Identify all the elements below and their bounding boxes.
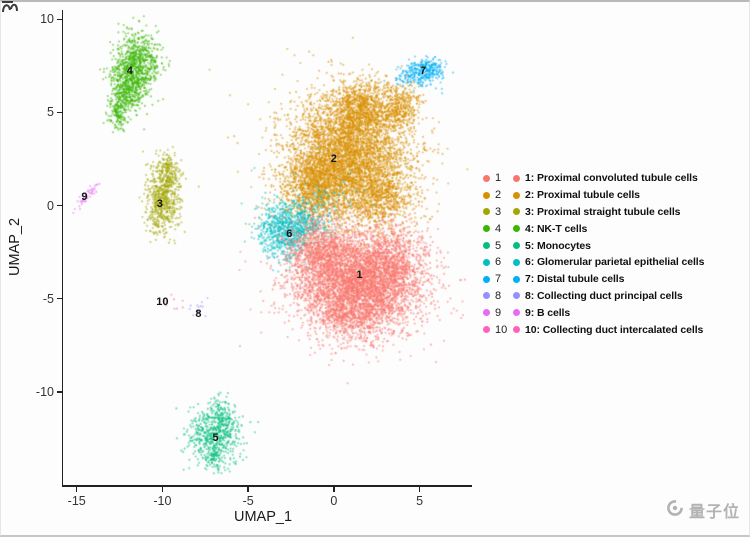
- legend: 1 1: Proximal convoluted tubule cells 2 2: …: [483, 170, 704, 338]
- legend-cluster-number: 2: [495, 189, 502, 202]
- legend-row-6: 6 6: Glomerular parietal epithelial cells: [483, 254, 704, 271]
- legend-cluster-number: 10: [495, 323, 508, 336]
- corner-artifact: [1, 0, 21, 18]
- x-tick-label: -15: [67, 494, 86, 508]
- legend-cluster-dot: [483, 292, 490, 300]
- legend-cluster-dot: [483, 242, 490, 250]
- y-tick-mark: [56, 111, 62, 114]
- legend-row-5: 5 5: Monocytes: [483, 237, 704, 254]
- legend-label-dot: [513, 292, 520, 300]
- legend-cluster-dot: [483, 191, 490, 199]
- legend-cluster-dot: [483, 275, 490, 283]
- legend-label-dot: [513, 242, 520, 250]
- legend-cluster-dot: [483, 174, 490, 182]
- legend-row-7: 7 7: Distal tubule cells: [483, 271, 704, 288]
- legend-row-4: 4 4: NK-T cells: [483, 220, 704, 237]
- x-tick-mark: [247, 486, 249, 492]
- legend-label-dot: [513, 309, 520, 317]
- legend-entry-label: 6: Glomerular parietal epithelial cells: [525, 256, 705, 269]
- x-tick-label: -10: [153, 494, 172, 508]
- x-axis-line: [61, 485, 472, 487]
- watermark-text: 量子位: [688, 504, 740, 521]
- cluster-label-1: 1: [356, 269, 363, 282]
- legend-label-dot: [513, 258, 520, 266]
- legend-cluster-dot: [483, 309, 490, 317]
- legend-row-10: 10 10: Collecting duct intercalated cells: [483, 321, 704, 338]
- legend-cluster-number: 7: [495, 273, 502, 286]
- y-tick-label: 5: [47, 105, 54, 120]
- y-tick-mark: [56, 391, 62, 393]
- x-tick-mark: [161, 486, 164, 492]
- legend-label-dot: [513, 225, 520, 233]
- watermark: 量子位: [666, 498, 740, 522]
- legend-cluster-number: 6: [495, 256, 502, 269]
- legend-cluster-dot: [483, 326, 490, 334]
- legend-entry-label: 5: Monocytes: [525, 239, 591, 252]
- legend-row-2: 2 2: Proximal tubule cells: [483, 187, 704, 204]
- legend-entry-label: 1: Proximal convoluted tubule cells: [525, 172, 698, 185]
- y-tick-label: -10: [35, 384, 54, 399]
- legend-label-dot: [513, 275, 520, 283]
- legend-row-3: 3 3: Proximal straight tubule cells: [483, 204, 704, 221]
- y-axis-title: UMAP_2: [7, 217, 23, 277]
- y-tick-mark: [56, 204, 62, 207]
- x-tick-label: -5: [242, 494, 254, 508]
- legend-cluster-number: 4: [495, 222, 502, 235]
- x-tick-mark: [75, 486, 78, 492]
- legend-entry-label: 4: NK-T cells: [525, 222, 588, 235]
- y-tick-mark: [56, 297, 62, 300]
- legend-cluster-dot: [483, 208, 490, 216]
- legend-row-1: 1 1: Proximal convoluted tubule cells: [483, 170, 704, 187]
- legend-entry-label: 2: Proximal tubule cells: [525, 189, 640, 202]
- y-tick-label: 10: [40, 12, 54, 27]
- x-tick-mark: [333, 486, 335, 492]
- legend-cluster-dot: [483, 225, 490, 233]
- legend-label-dot: [513, 326, 520, 334]
- legend-cluster-number: 9: [495, 306, 502, 319]
- x-tick-mark: [418, 486, 421, 492]
- legend-cluster-number: 8: [495, 289, 502, 302]
- x-tick-label: 0: [330, 494, 338, 508]
- legend-entry-label: 8: Collecting duct principal cells: [525, 289, 683, 302]
- y-tick-label: 0: [47, 198, 54, 213]
- cluster-label-7: 7: [419, 65, 427, 78]
- cluster-label-8: 8: [195, 307, 202, 320]
- x-axis-title: UMAP_1: [233, 509, 293, 525]
- legend-cluster-number: 3: [495, 205, 502, 218]
- y-axis-line: [61, 10, 63, 486]
- cluster-label-9: 9: [81, 191, 88, 204]
- y-tick-mark: [56, 18, 62, 21]
- cluster-label-2: 2: [330, 153, 337, 166]
- legend-cluster-dot: [483, 258, 490, 266]
- legend-entry-label: 7: Distal tubule cells: [525, 273, 625, 286]
- legend-label-dot: [513, 191, 520, 199]
- x-tick-label: 5: [416, 494, 424, 508]
- y-tick-label: -5: [42, 291, 54, 306]
- watermark-logo-icon: [666, 499, 684, 522]
- legend-cluster-number: 5: [495, 239, 502, 252]
- legend-row-8: 8 8: Collecting duct principal cells: [483, 288, 704, 305]
- legend-label-dot: [513, 174, 520, 182]
- cluster-label-5: 5: [212, 432, 219, 445]
- legend-entry-label: 3: Proximal straight tubule cells: [525, 205, 681, 218]
- legend-label-dot: [513, 208, 520, 216]
- legend-cluster-number: 1: [495, 172, 502, 185]
- cluster-label-10: 10: [156, 296, 169, 309]
- cluster-label-6: 6: [286, 227, 293, 240]
- legend-entry-label: 9: B cells: [525, 306, 571, 319]
- cluster-label-3: 3: [156, 197, 163, 210]
- cluster-label-4: 4: [126, 65, 133, 78]
- legend-entry-label: 10: Collecting duct intercalated cells: [525, 323, 704, 336]
- legend-row-9: 9 9: B cells: [483, 304, 704, 321]
